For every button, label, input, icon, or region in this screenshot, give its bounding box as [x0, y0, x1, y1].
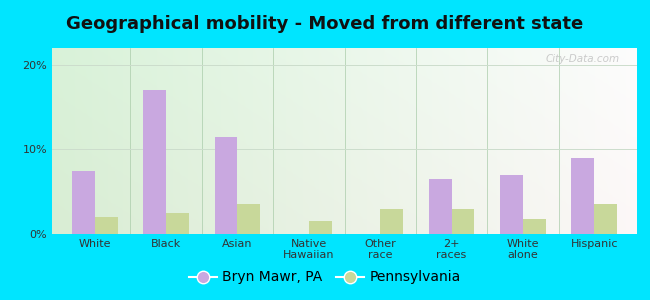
- Bar: [214, 137, 237, 234]
- Text: Geographical mobility - Moved from different state: Geographical mobility - Moved from diffe…: [66, 15, 584, 33]
- Bar: [594, 204, 617, 234]
- Bar: [166, 213, 189, 234]
- Bar: [452, 208, 474, 234]
- Bar: [571, 158, 594, 234]
- Bar: [237, 204, 260, 234]
- Bar: [429, 179, 452, 234]
- Bar: [72, 171, 95, 234]
- Bar: [523, 219, 546, 234]
- Text: City-Data.com: City-Data.com: [545, 54, 619, 64]
- Bar: [95, 217, 118, 234]
- Legend: Bryn Mawr, PA, Pennsylvania: Bryn Mawr, PA, Pennsylvania: [183, 265, 467, 290]
- Bar: [143, 90, 166, 234]
- Bar: [500, 175, 523, 234]
- Bar: [309, 221, 332, 234]
- Bar: [380, 208, 403, 234]
